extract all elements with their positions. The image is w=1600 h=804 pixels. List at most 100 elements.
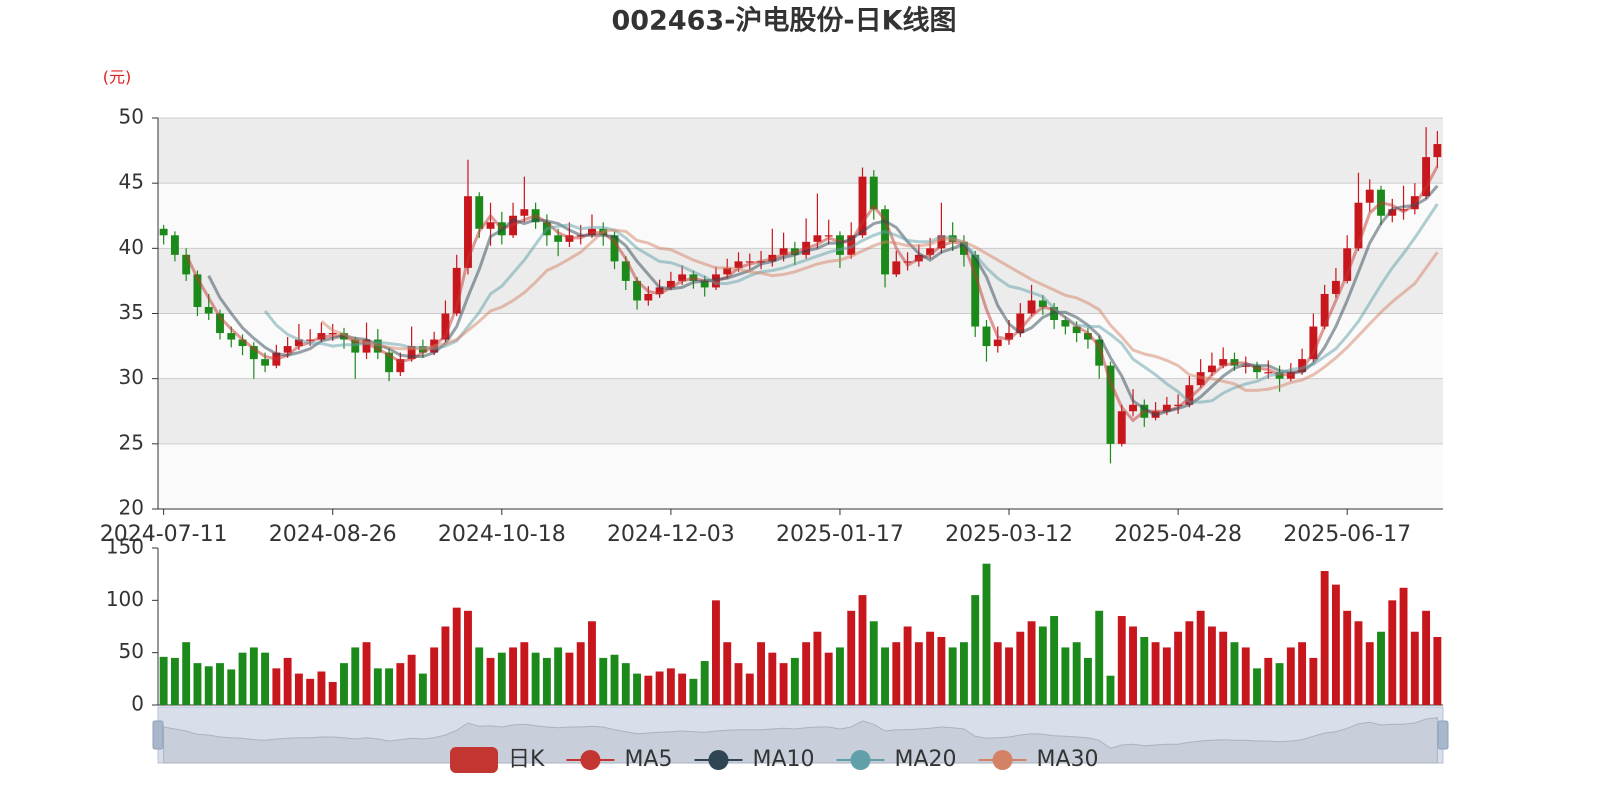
volume-bar <box>1275 663 1284 705</box>
candle-body <box>1129 404 1137 412</box>
volume-bar <box>1253 668 1261 705</box>
y-tick-label: 30 <box>119 365 144 389</box>
volume-bar <box>610 654 619 705</box>
volume-bar <box>1185 621 1194 705</box>
legend-item[interactable]: MA5 <box>566 747 672 772</box>
candle-body <box>306 339 315 341</box>
candle-body <box>1207 365 1216 373</box>
y-tick-label: 40 <box>119 235 144 259</box>
candle-body <box>1219 359 1228 366</box>
volume-bar <box>509 647 518 705</box>
candle-body <box>655 287 664 294</box>
legend-item[interactable]: MA20 <box>836 747 957 772</box>
candle-body <box>858 176 867 236</box>
split-area <box>158 118 1443 184</box>
volume-bar <box>1399 587 1408 705</box>
candle-body <box>452 267 461 314</box>
legend-icon <box>850 750 871 770</box>
split-area <box>158 183 1443 249</box>
volume-bar <box>745 673 754 705</box>
candle-body <box>1174 404 1183 406</box>
candle-body <box>294 339 303 347</box>
volume-bar <box>1117 616 1126 705</box>
candle-body <box>1162 404 1171 412</box>
volume-bar <box>1264 657 1273 705</box>
candle-body <box>1298 359 1307 373</box>
candle-body <box>1027 300 1036 314</box>
volume-bar <box>1061 647 1070 705</box>
volume-bar <box>836 647 844 705</box>
candle-body <box>1388 209 1397 216</box>
volume-bar <box>723 642 732 705</box>
volume-bar <box>768 652 777 705</box>
legend-icon <box>992 750 1013 770</box>
volume-bar <box>418 673 427 705</box>
candle-body <box>610 235 619 262</box>
zoom-handle[interactable] <box>1437 720 1449 750</box>
legend-item[interactable]: MA10 <box>694 747 815 772</box>
legend-label: MA5 <box>624 747 672 772</box>
volume-bar <box>1422 610 1431 705</box>
volume-bar <box>1174 631 1183 705</box>
y-tick-label: 50 <box>119 105 144 129</box>
volume-bar <box>283 657 292 705</box>
x-tick-label: 2025-03-12 <box>945 522 1073 547</box>
volume-bar <box>407 654 416 705</box>
volume-bar <box>328 681 337 705</box>
x-tick-label: 2024-07-11 <box>100 522 228 547</box>
volume-bar <box>249 647 258 705</box>
candle-body <box>554 235 563 242</box>
candle-body <box>745 261 754 263</box>
volume-bar <box>881 647 889 705</box>
y-tick-label: 0 <box>131 692 144 716</box>
volume-bar <box>317 671 326 705</box>
volume-bar <box>790 657 799 705</box>
volume-bar <box>159 656 168 705</box>
volume-bar <box>1320 571 1329 705</box>
candle-body <box>982 326 991 347</box>
volume-bar <box>1129 626 1137 705</box>
legend-item[interactable]: MA30 <box>978 747 1099 772</box>
candle-body <box>1241 365 1250 367</box>
candle-body <box>170 235 179 255</box>
volume-bar <box>1433 636 1442 705</box>
candle-body <box>1343 248 1352 281</box>
split-area <box>158 378 1443 444</box>
volume-bar <box>1196 610 1205 705</box>
candle-body <box>261 359 270 366</box>
volume-bar <box>689 678 698 705</box>
candle-body <box>813 235 822 242</box>
volume-bar <box>1095 610 1104 705</box>
volume-bar <box>182 642 191 705</box>
candle-body <box>1061 320 1070 327</box>
candle-body <box>362 339 371 353</box>
candle-body <box>1365 189 1374 203</box>
candle-body <box>937 235 946 249</box>
split-area <box>158 443 1443 509</box>
candle-body <box>1117 411 1126 444</box>
volume-bar <box>430 647 439 705</box>
legend-item[interactable]: 日K <box>450 747 545 773</box>
volume-bar <box>1219 631 1228 705</box>
candle-body <box>1331 280 1340 294</box>
zoom-handle[interactable] <box>152 720 164 750</box>
candle-body <box>328 333 337 335</box>
candle-body <box>249 346 258 360</box>
candle-body <box>1016 313 1025 334</box>
candle-body <box>520 209 529 216</box>
candle-body <box>238 339 247 347</box>
candle-body <box>1185 385 1194 405</box>
volume-bar <box>971 595 980 705</box>
candle-body <box>283 346 292 353</box>
volume-bar <box>1354 621 1363 705</box>
volume-bar <box>734 663 743 705</box>
candle-body <box>1005 333 1013 340</box>
volume-bar <box>903 626 912 705</box>
volume-bar <box>1331 584 1340 705</box>
volume-bar <box>1365 642 1374 705</box>
volume-bar <box>678 673 687 705</box>
volume-bar <box>1050 616 1059 705</box>
volume-bar <box>227 669 236 705</box>
x-tick-label: 2024-08-26 <box>269 522 397 547</box>
candle-body <box>700 280 709 288</box>
